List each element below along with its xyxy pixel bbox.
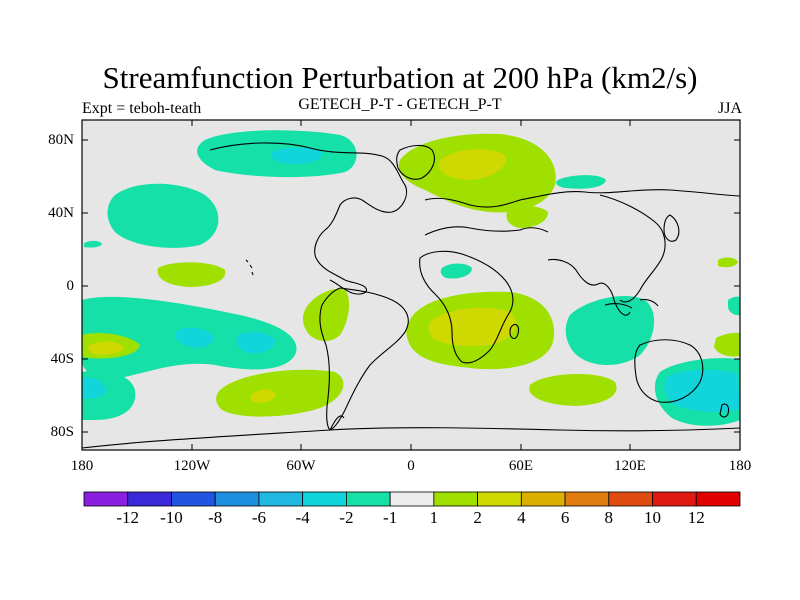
colorbar-swatch [258,491,304,507]
contour-europe [506,206,548,228]
dataset-label: GETECH_P-T - GETECH_P-T [298,96,502,113]
coast-antarctic-peninsula [329,415,345,431]
colorbar-swatch [302,491,347,507]
positive-anomaly-regions [82,133,740,417]
colorbar-label: 2 [473,508,482,527]
colorbar-label: -8 [208,508,223,527]
coast-antarctica [82,427,740,449]
coast-new-zealand [719,403,730,418]
coast-indonesia [604,298,659,309]
colorbar-label: 4 [517,508,526,527]
coast-south-america [319,287,409,431]
coast-australia [634,339,704,403]
coast-europe-med [424,226,549,236]
colorbar-swatch [214,491,260,507]
colorbar-label: -6 [251,508,266,527]
x-tick-label: 180 [70,458,94,474]
contour-southeast-pacific [216,369,344,417]
y-tick-label: 80S [50,424,74,440]
contour-south-america [302,288,350,342]
x-tick-label: 180 [728,458,752,474]
colorbar-label: -2 [339,508,354,527]
colorbar-swatch [127,491,172,507]
colorbar-swatch [564,491,610,507]
colorbar-label: 10 [644,508,662,527]
x-tick-label: 0 [407,458,415,474]
colorbar-label: -12 [116,508,140,527]
colorbar-swatch [83,491,129,507]
coast-east-asia [599,194,666,303]
contour-east-edge [728,296,740,316]
colorbar [83,491,741,507]
core-south-pacific-east [236,331,275,354]
colorbar-label: -4 [295,508,310,527]
contour-caribbean [440,263,472,279]
coast-hawaii [245,259,254,276]
core-north-atlantic [439,149,506,180]
season-label: JJA [717,100,742,117]
contour-east-edge-south [714,332,740,357]
colorbar-swatch [520,491,566,507]
core-southeast-pacific [250,389,276,403]
contour-mid-east [718,257,738,268]
colorbar-swatch [345,491,391,507]
colorbar-swatch [389,491,435,507]
coastlines [82,142,740,449]
colorbar-label: -10 [160,508,183,527]
core-west-edge-south [88,341,124,355]
coast-japan [663,214,680,242]
contour-australia [565,295,655,366]
core-southern-ocean-east [664,369,740,413]
contour-east-pacific [157,262,226,287]
colorbar-label: 6 [560,508,570,527]
x-tick-label: 120E [614,458,646,474]
colorbar-label: 1 [429,508,439,527]
coast-africa [419,250,514,364]
strong-negative-cores [82,147,740,413]
y-tick-label: 80N [48,132,74,148]
y-tick-label: 0 [66,278,75,294]
plot-title: Streamfunction Perturbation at 200 hPa (… [102,60,698,95]
y-tick-label: 40S [50,351,74,367]
experiment-label: Expt = teboh-teath [82,100,202,117]
contour-central-pacific [107,183,219,248]
core-north-pacific [270,147,323,165]
coast-greenland [396,144,435,180]
colorbar-label: 8 [604,508,614,527]
colorbar-label: 12 [687,508,705,527]
colorbar-swatch [171,491,216,507]
coast-arabia-india [547,258,631,316]
x-tick-label: 60W [286,458,316,474]
core-far-south [82,377,106,399]
x-tick-label: 120W [173,458,211,474]
colorbar-swatch [652,491,697,507]
contour-north-asia [556,175,606,189]
coast-madagascar [509,323,520,340]
contour-indian-ocean [529,374,617,406]
colorbar-label: -1 [383,508,398,527]
colorbar-swatch [608,491,653,507]
colorbar-swatch [433,491,479,507]
coast-eurasia [424,189,740,208]
contour-small-west [84,240,102,248]
core-south-pacific-west [175,327,214,348]
y-tick-label: 40N [48,205,74,221]
coast-north-america [209,142,408,295]
contour-fields [82,130,740,449]
axis-ticks [81,120,741,450]
colorbar-swatch [695,491,741,507]
x-tick-label: 60E [508,458,534,474]
colorbar-swatch [477,491,522,507]
